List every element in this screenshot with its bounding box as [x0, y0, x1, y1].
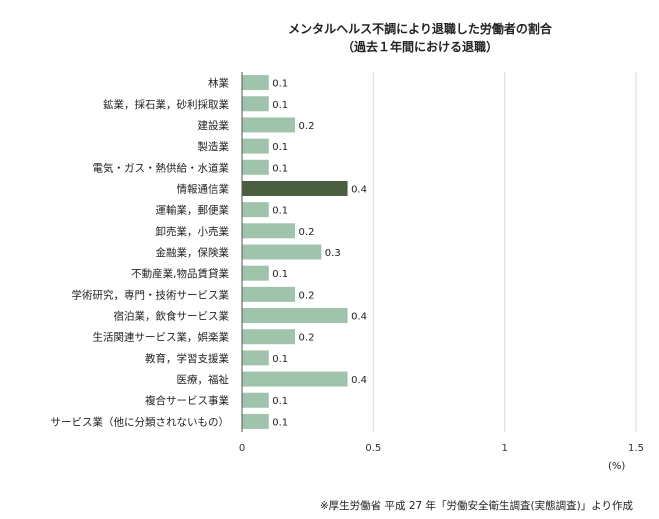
data-label: 0.1 — [272, 142, 288, 153]
bar — [242, 202, 269, 218]
category-label: 医療，福祉 — [177, 373, 230, 386]
bar — [242, 329, 296, 345]
bar — [242, 138, 269, 154]
category-label: 電気・ガス・熱供給・水道業 — [93, 161, 230, 174]
category-label: 建設業 — [198, 119, 230, 132]
category-label: サービス業（他に分類されないもの） — [51, 415, 230, 428]
bar — [242, 371, 348, 387]
data-label: 0.1 — [272, 100, 288, 111]
data-label: 0.1 — [272, 163, 288, 174]
data-label: 0.2 — [299, 290, 315, 301]
chart-subtitle: （過去１年間における退職） — [341, 40, 498, 54]
bar — [242, 265, 269, 281]
bar — [242, 96, 269, 112]
category-label: 情報通信業 — [177, 182, 230, 195]
category-label: 不動産業,物品賃貸業 — [131, 267, 229, 280]
data-label: 0.1 — [272, 206, 288, 217]
data-label: 0.1 — [272, 79, 288, 90]
x-tick-label: 0 — [239, 443, 245, 454]
data-label: 0.2 — [299, 121, 315, 132]
bar — [242, 117, 296, 133]
bar — [242, 75, 269, 91]
bar — [242, 392, 269, 408]
x-tick-label: 1 — [501, 443, 507, 454]
bar — [242, 180, 348, 196]
data-label: 0.2 — [299, 333, 315, 344]
data-label: 0.1 — [272, 417, 288, 428]
category-label: 教育，学習支援業 — [145, 352, 229, 365]
x-tick-label: 1.5 — [628, 443, 644, 454]
x-tick-label: 0.5 — [365, 443, 381, 454]
category-label: 金融業，保険業 — [156, 246, 230, 259]
data-label: 0.4 — [351, 375, 367, 386]
data-label: 0.4 — [351, 184, 367, 195]
category-label: 卸売業，小売業 — [156, 225, 230, 238]
category-label: 学術研究，専門・技術サービス業 — [72, 288, 230, 301]
category-label: 生活関連サービス業，娯楽業 — [93, 331, 230, 344]
data-label: 0.2 — [299, 227, 315, 238]
bar — [242, 286, 296, 302]
data-label: 0.3 — [325, 248, 341, 259]
category-label: 複合サービス事業 — [145, 394, 229, 407]
chart-title: メンタルヘルス不調により退職した労働者の割合 — [288, 22, 552, 36]
bar — [242, 350, 269, 366]
data-label: 0.1 — [272, 396, 288, 407]
bar — [242, 159, 269, 175]
bar — [242, 244, 322, 260]
data-label: 0.4 — [351, 312, 367, 323]
bar — [242, 223, 296, 239]
category-label: 宿泊業，飲食サービス業 — [114, 310, 230, 323]
source-note: ※厚生労働省 平成 27 年「労働安全衛生調査(実態調査)」より作成 — [319, 500, 633, 512]
category-label: 林業 — [208, 77, 229, 90]
data-label: 0.1 — [272, 354, 288, 365]
bar — [242, 308, 348, 324]
category-label: 運輸業，郵便業 — [156, 204, 230, 217]
category-label: 鉱業，採石業，砂利採取業 — [103, 98, 229, 111]
data-label: 0.1 — [272, 269, 288, 280]
bar — [242, 413, 269, 429]
x-axis-unit-label: (%) — [608, 461, 626, 472]
category-label: 製造業 — [198, 140, 230, 153]
